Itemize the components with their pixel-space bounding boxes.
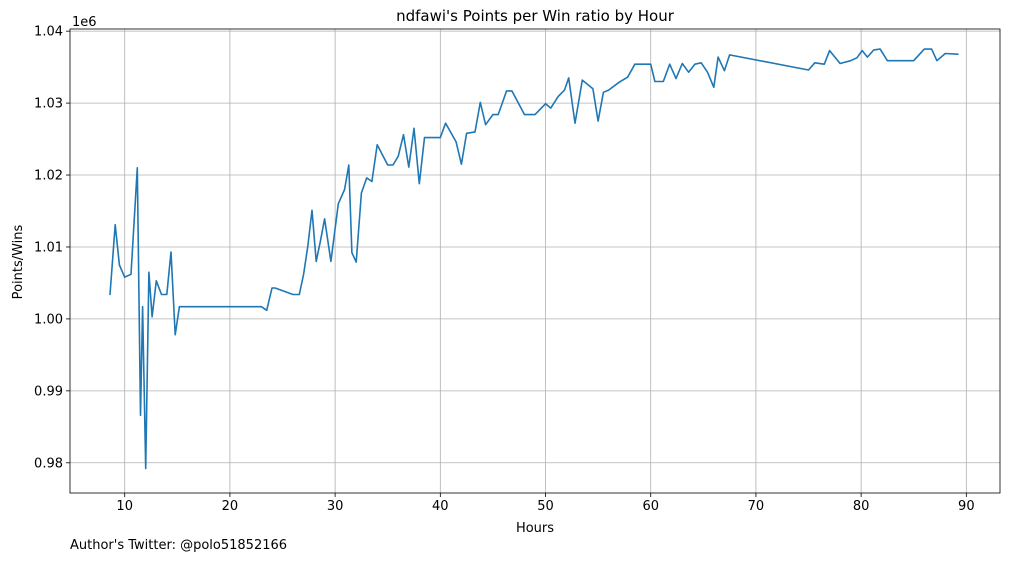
y-tick-label: 1.03 xyxy=(34,97,63,112)
tick-labels: 10 20 30 40 50 60 70 80 90 0.98 0.99 1.00 1.01 1.02 1.… xyxy=(34,25,975,514)
x-tick-label: 50 xyxy=(537,499,554,514)
chart-title: ndfawi's Points per Win ratio by Hour xyxy=(396,7,675,25)
series-layer xyxy=(109,48,959,470)
y-tick-label: 1.04 xyxy=(34,25,63,40)
x-tick-label: 40 xyxy=(432,499,449,514)
x-tick-label: 20 xyxy=(222,499,239,514)
y-tick-label: 0.98 xyxy=(34,456,63,471)
x-tick-label: 10 xyxy=(116,499,133,514)
x-axis-label: Hours xyxy=(516,521,554,536)
x-tick-label: 70 xyxy=(748,499,765,514)
y-tick-label: 1.00 xyxy=(34,312,63,327)
y-axis-label: Points/Wins xyxy=(11,224,26,299)
y-tick-label: 1.01 xyxy=(34,240,63,255)
plot-frame xyxy=(69,28,1001,494)
x-tick-label: 90 xyxy=(958,499,975,514)
grid xyxy=(70,29,1000,493)
x-tick-label: 80 xyxy=(853,499,870,514)
author-credit: Author's Twitter: @polo51852166 xyxy=(70,538,288,553)
y-offset-label: 1e6 xyxy=(72,15,97,30)
y-tick-label: 0.99 xyxy=(34,384,63,399)
axes xyxy=(66,28,1001,497)
y-tick-label: 1.02 xyxy=(34,169,63,184)
x-tick-label: 30 xyxy=(327,499,344,514)
x-tick-label: 60 xyxy=(642,499,659,514)
series-line xyxy=(109,48,959,470)
